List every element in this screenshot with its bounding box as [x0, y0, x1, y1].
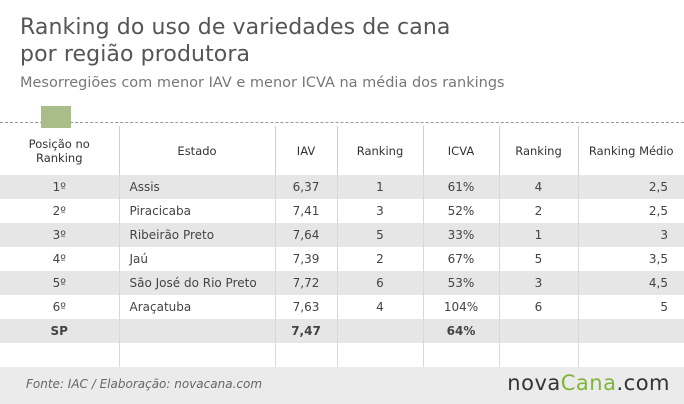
cell-ranking-icva: 1	[499, 223, 579, 247]
cell-icva: 104%	[423, 295, 500, 319]
cell-empty	[423, 343, 500, 367]
cell-ranking-iav: 2	[337, 247, 424, 271]
cell-posicao: 1º	[0, 175, 120, 199]
cell-posicao: 5º	[0, 271, 120, 295]
cell-ranking-medio: 4,5	[578, 271, 684, 295]
cell-iav: 7,64	[275, 223, 338, 247]
header-posicao: Posição no Ranking	[0, 126, 120, 175]
cell-empty	[337, 319, 424, 343]
table-row: 4º Jaú 7,39 2 67% 5 3,5	[0, 247, 684, 271]
cell-estado: Jaú	[119, 247, 276, 271]
cell-ranking-icva: 2	[499, 199, 579, 223]
cell-ranking-medio: 3	[578, 223, 684, 247]
cell-estado: Piracicaba	[119, 199, 276, 223]
spacer-row	[0, 343, 684, 367]
cell-total-iav: 7,47	[275, 319, 338, 343]
cell-ranking-icva: 3	[499, 271, 579, 295]
ranking-table: Posição no Ranking Estado IAV Ranking IC…	[0, 126, 684, 367]
cell-icva: 52%	[423, 199, 500, 223]
cell-ranking-iav: 1	[337, 175, 424, 199]
subtitle: Mesorregiões com menor IAV e menor ICVA …	[20, 75, 505, 91]
cell-icva: 33%	[423, 223, 500, 247]
table-row: 1º Assis 6,37 1 61% 4 2,5	[0, 175, 684, 199]
total-row: SP 7,47 64%	[0, 319, 684, 343]
header-icva: ICVA	[423, 126, 500, 175]
cell-estado: São José do Rio Preto	[119, 271, 276, 295]
cell-ranking-iav: 3	[337, 199, 424, 223]
header-divider	[0, 122, 684, 123]
cell-empty	[0, 343, 120, 367]
table-header-row: Posição no Ranking Estado IAV Ranking IC…	[0, 126, 684, 175]
header-ranking-iav: Ranking	[337, 126, 424, 175]
cell-estado: Ribeirão Preto	[119, 223, 276, 247]
cell-posicao: 3º	[0, 223, 120, 247]
cell-posicao: 4º	[0, 247, 120, 271]
source-note: Fonte: IAC / Elaboração: novacana.com	[26, 377, 263, 391]
cell-iav: 7,63	[275, 295, 338, 319]
cell-ranking-icva: 4	[499, 175, 579, 199]
cell-icva: 53%	[423, 271, 500, 295]
cell-ranking-medio: 3,5	[578, 247, 684, 271]
cell-empty	[119, 343, 276, 367]
cell-ranking-iav: 6	[337, 271, 424, 295]
table-row: 3º Ribeirão Preto 7,64 5 33% 1 3	[0, 223, 684, 247]
header-ranking-icva: Ranking	[499, 126, 579, 175]
cell-iav: 7,72	[275, 271, 338, 295]
cell-estado: Assis	[119, 175, 276, 199]
cell-ranking-medio: 2,5	[578, 175, 684, 199]
cell-iav: 7,39	[275, 247, 338, 271]
cell-icva: 61%	[423, 175, 500, 199]
table-row: 2º Piracicaba 7,41 3 52% 2 2,5	[0, 199, 684, 223]
header-estado: Estado	[119, 126, 276, 175]
position-marker	[41, 106, 71, 128]
novacana-logo[interactable]: novaCana.com	[507, 371, 670, 395]
cell-ranking-medio: 2,5	[578, 199, 684, 223]
cell-ranking-icva: 5	[499, 247, 579, 271]
cell-ranking-iav: 5	[337, 223, 424, 247]
footer: Fonte: IAC / Elaboração: novacana.com no…	[0, 367, 684, 404]
table-row: 6º Araçatuba 7,63 4 104% 6 5	[0, 295, 684, 319]
cell-total-icva: 64%	[423, 319, 500, 343]
cell-empty	[578, 343, 684, 367]
cell-empty	[275, 343, 338, 367]
table-row: 5º São José do Rio Preto 7,72 6 53% 3 4,…	[0, 271, 684, 295]
title-line-1: Ranking do uso de variedades de cana	[20, 15, 451, 40]
cell-empty	[337, 343, 424, 367]
title-line-2: por região produtora	[20, 42, 251, 67]
cell-empty	[578, 319, 684, 343]
page-title: Ranking do uso de variedades de cana por…	[20, 14, 450, 68]
logo-part-cana: Cana	[560, 371, 617, 395]
cell-empty	[119, 319, 276, 343]
cell-iav: 6,37	[275, 175, 338, 199]
logo-part-com: .com	[616, 371, 670, 395]
cell-icva: 67%	[423, 247, 500, 271]
logo-part-nova: nova	[507, 371, 561, 395]
cell-ranking-medio: 5	[578, 295, 684, 319]
header-iav: IAV	[275, 126, 338, 175]
cell-posicao: 6º	[0, 295, 120, 319]
cell-empty	[499, 343, 579, 367]
cell-empty	[499, 319, 579, 343]
header-ranking-medio: Ranking Médio	[588, 143, 674, 158]
cell-ranking-iav: 4	[337, 295, 424, 319]
cell-estado: Araçatuba	[119, 295, 276, 319]
cell-iav: 7,41	[275, 199, 338, 223]
cell-posicao: 2º	[0, 199, 120, 223]
cell-ranking-icva: 6	[499, 295, 579, 319]
cell-total-label: SP	[0, 319, 120, 343]
